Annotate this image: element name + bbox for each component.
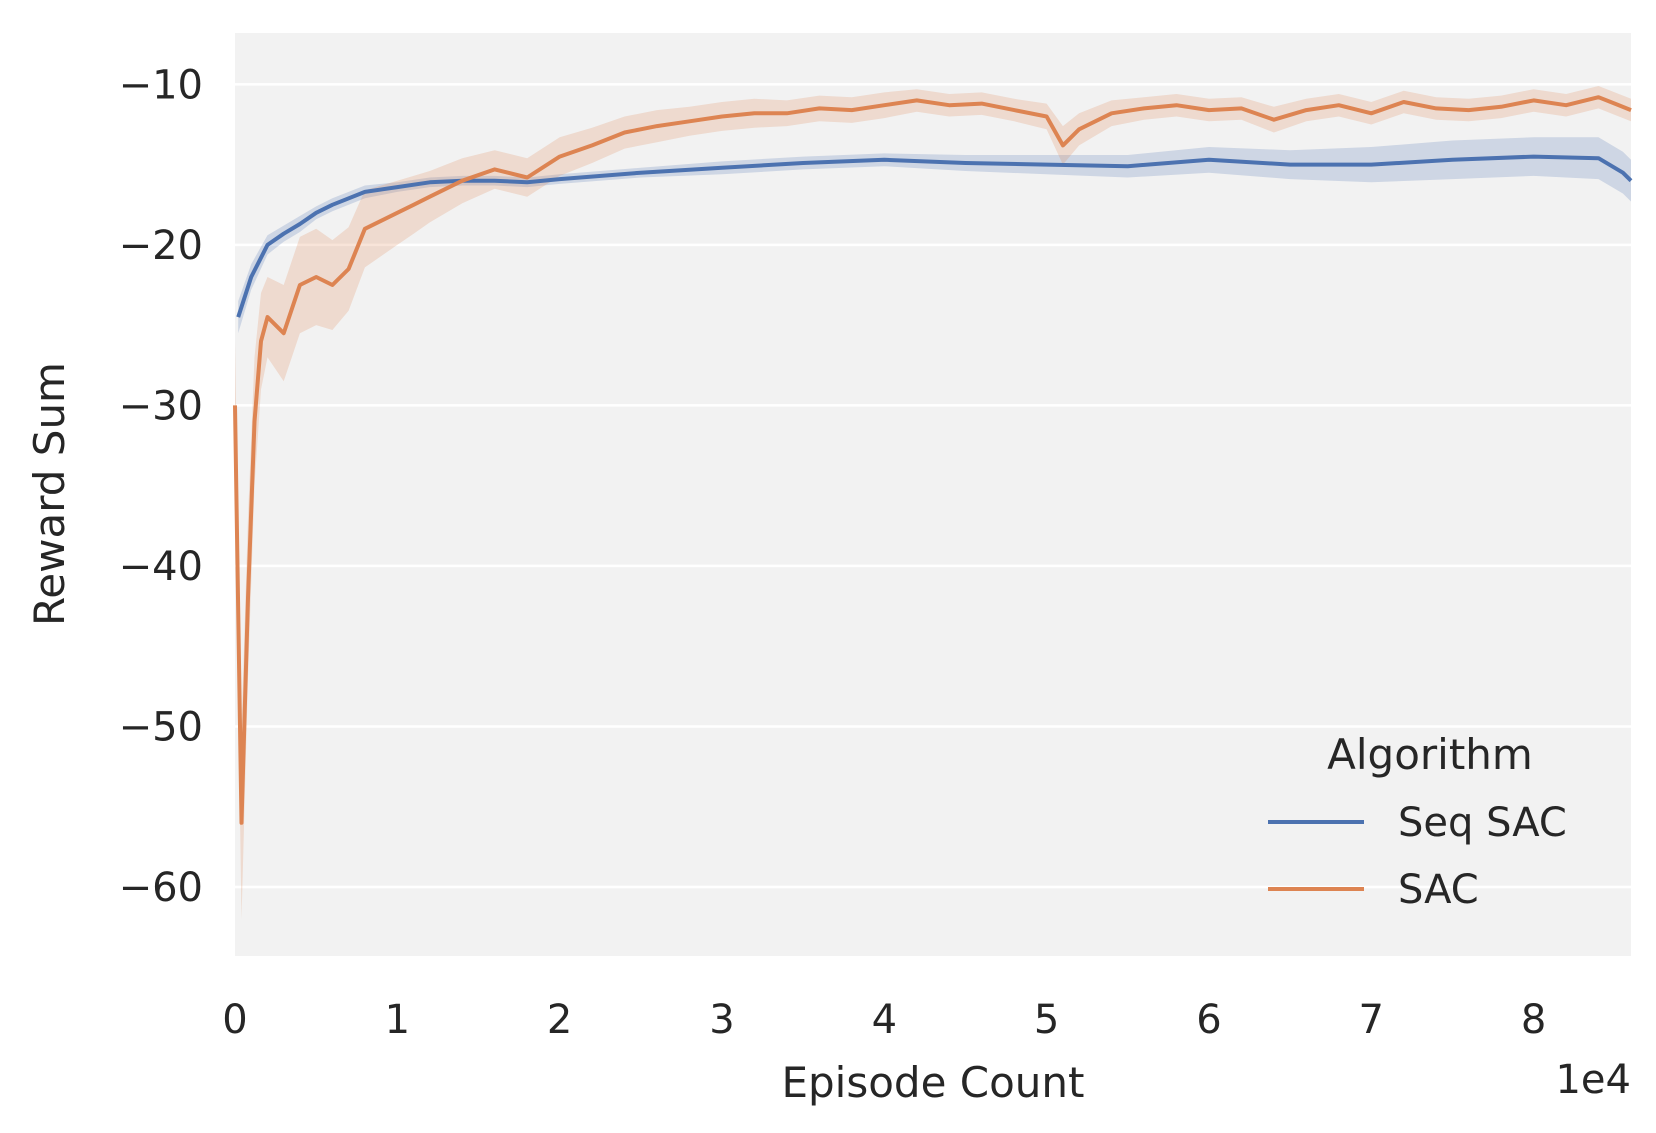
legend-title: Algorithm: [1327, 730, 1533, 779]
x-tick-label: 5: [1034, 997, 1059, 1043]
x-tick-label: 6: [1196, 997, 1221, 1043]
x-tick-label: 3: [709, 997, 734, 1043]
series-lines: [233, 95, 1633, 825]
y-tick-label: −60: [119, 865, 203, 911]
x-tick-label: 7: [1359, 997, 1384, 1043]
y-axis-ticks: −10 −20 −30 −40 −50 −60: [119, 62, 203, 911]
x-axis-offset-label: 1e4: [1555, 1057, 1631, 1103]
y-axis-label: Reward Sum: [25, 362, 74, 626]
legend-label-seq-sac: Seq SAC: [1398, 800, 1567, 846]
x-tick-label: 4: [872, 997, 897, 1043]
y-tick-label: −20: [119, 223, 203, 269]
line-seq-sac: [236, 154, 1633, 318]
x-tick-label: 1: [385, 997, 410, 1043]
x-axis-label: Episode Count: [781, 1058, 1084, 1107]
legend-label-sac: SAC: [1398, 867, 1479, 913]
x-tick-label: 2: [547, 997, 572, 1043]
grid-lines: [235, 83, 1631, 889]
plot-background: [235, 33, 1631, 956]
y-tick-label: −50: [119, 704, 203, 750]
line-sac: [233, 95, 1632, 825]
x-axis-ticks: 0 1 2 3 4 5 6 7 8: [222, 997, 1546, 1043]
legend: Algorithm Seq SAC SAC: [1268, 730, 1567, 913]
x-tick-label: 8: [1521, 997, 1546, 1043]
y-tick-label: −10: [119, 62, 203, 108]
x-tick-label: 0: [222, 997, 247, 1043]
y-tick-label: −30: [119, 383, 203, 429]
y-tick-label: −40: [119, 544, 203, 590]
